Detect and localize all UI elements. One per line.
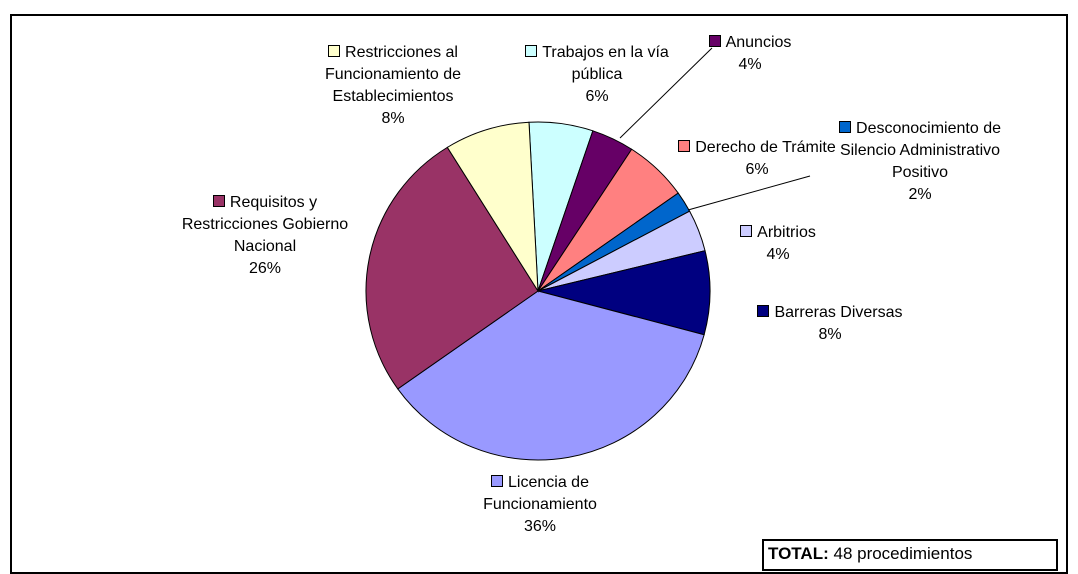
value-label: 36%	[523, 518, 557, 535]
slice-label: Restricciones al Funcionamiento de Estab…	[288, 42, 498, 130]
leader-line	[687, 175, 811, 211]
value-label: 8%	[818, 326, 842, 343]
legend-marker	[708, 35, 721, 47]
value-label: 8%	[381, 110, 405, 127]
page: {"chart_data": {"type": "pie", "categori…	[10, 14, 1068, 574]
category-label: Arbitrios	[757, 224, 816, 241]
category-label: Requisitos y Restricciones Gobierno Naci…	[181, 194, 349, 255]
pie-slice	[397, 290, 705, 461]
value-label: 4%	[738, 56, 762, 73]
legend-marker	[757, 305, 770, 317]
category-label: Restricciones al Funcionamiento de Estab…	[324, 44, 462, 105]
total-box: TOTAL: 48 procedimientos	[762, 539, 1058, 571]
category-label: Desconocimiento de Silencio Administrati…	[839, 120, 1001, 181]
category-label: Barreras Diversas	[774, 304, 903, 321]
slice-label: Anuncios 4%	[690, 32, 810, 76]
value-label: 6%	[585, 88, 609, 105]
value-label: 6%	[745, 161, 769, 178]
legend-marker	[678, 140, 691, 152]
slice-label: Trabajos en la vía pública 6%	[502, 42, 692, 108]
value-label: 4%	[766, 246, 790, 263]
category-label: Licencia de Funcionamiento	[483, 474, 597, 513]
slice-label: Requisitos y Restricciones Gobierno Naci…	[165, 192, 365, 280]
pie-slice	[365, 146, 539, 390]
slice-label: Desconocimiento de Silencio Administrati…	[815, 118, 1025, 206]
slice-label: Derecho de Trámite 6%	[657, 137, 857, 181]
slice-label: Arbitrios 4%	[718, 222, 838, 266]
slice-label: Licencia de Funcionamiento 36%	[440, 472, 640, 538]
slice-label: Barreras Diversas 8%	[730, 302, 930, 346]
legend-marker	[212, 195, 225, 207]
value-label: 2%	[908, 186, 932, 203]
legend-marker	[740, 225, 753, 237]
chart	[365, 47, 811, 461]
pie-slice	[446, 121, 539, 293]
legend-marker	[525, 45, 538, 57]
legend-marker	[491, 475, 504, 487]
category-label: Anuncios	[725, 34, 792, 51]
legend-marker	[328, 45, 341, 57]
leader-line	[619, 47, 713, 139]
value-label: 26%	[248, 260, 282, 277]
category-label: Derecho de Trámite	[695, 139, 836, 156]
legend-marker	[839, 121, 852, 133]
category-label: Trabajos en la vía pública	[542, 44, 669, 83]
